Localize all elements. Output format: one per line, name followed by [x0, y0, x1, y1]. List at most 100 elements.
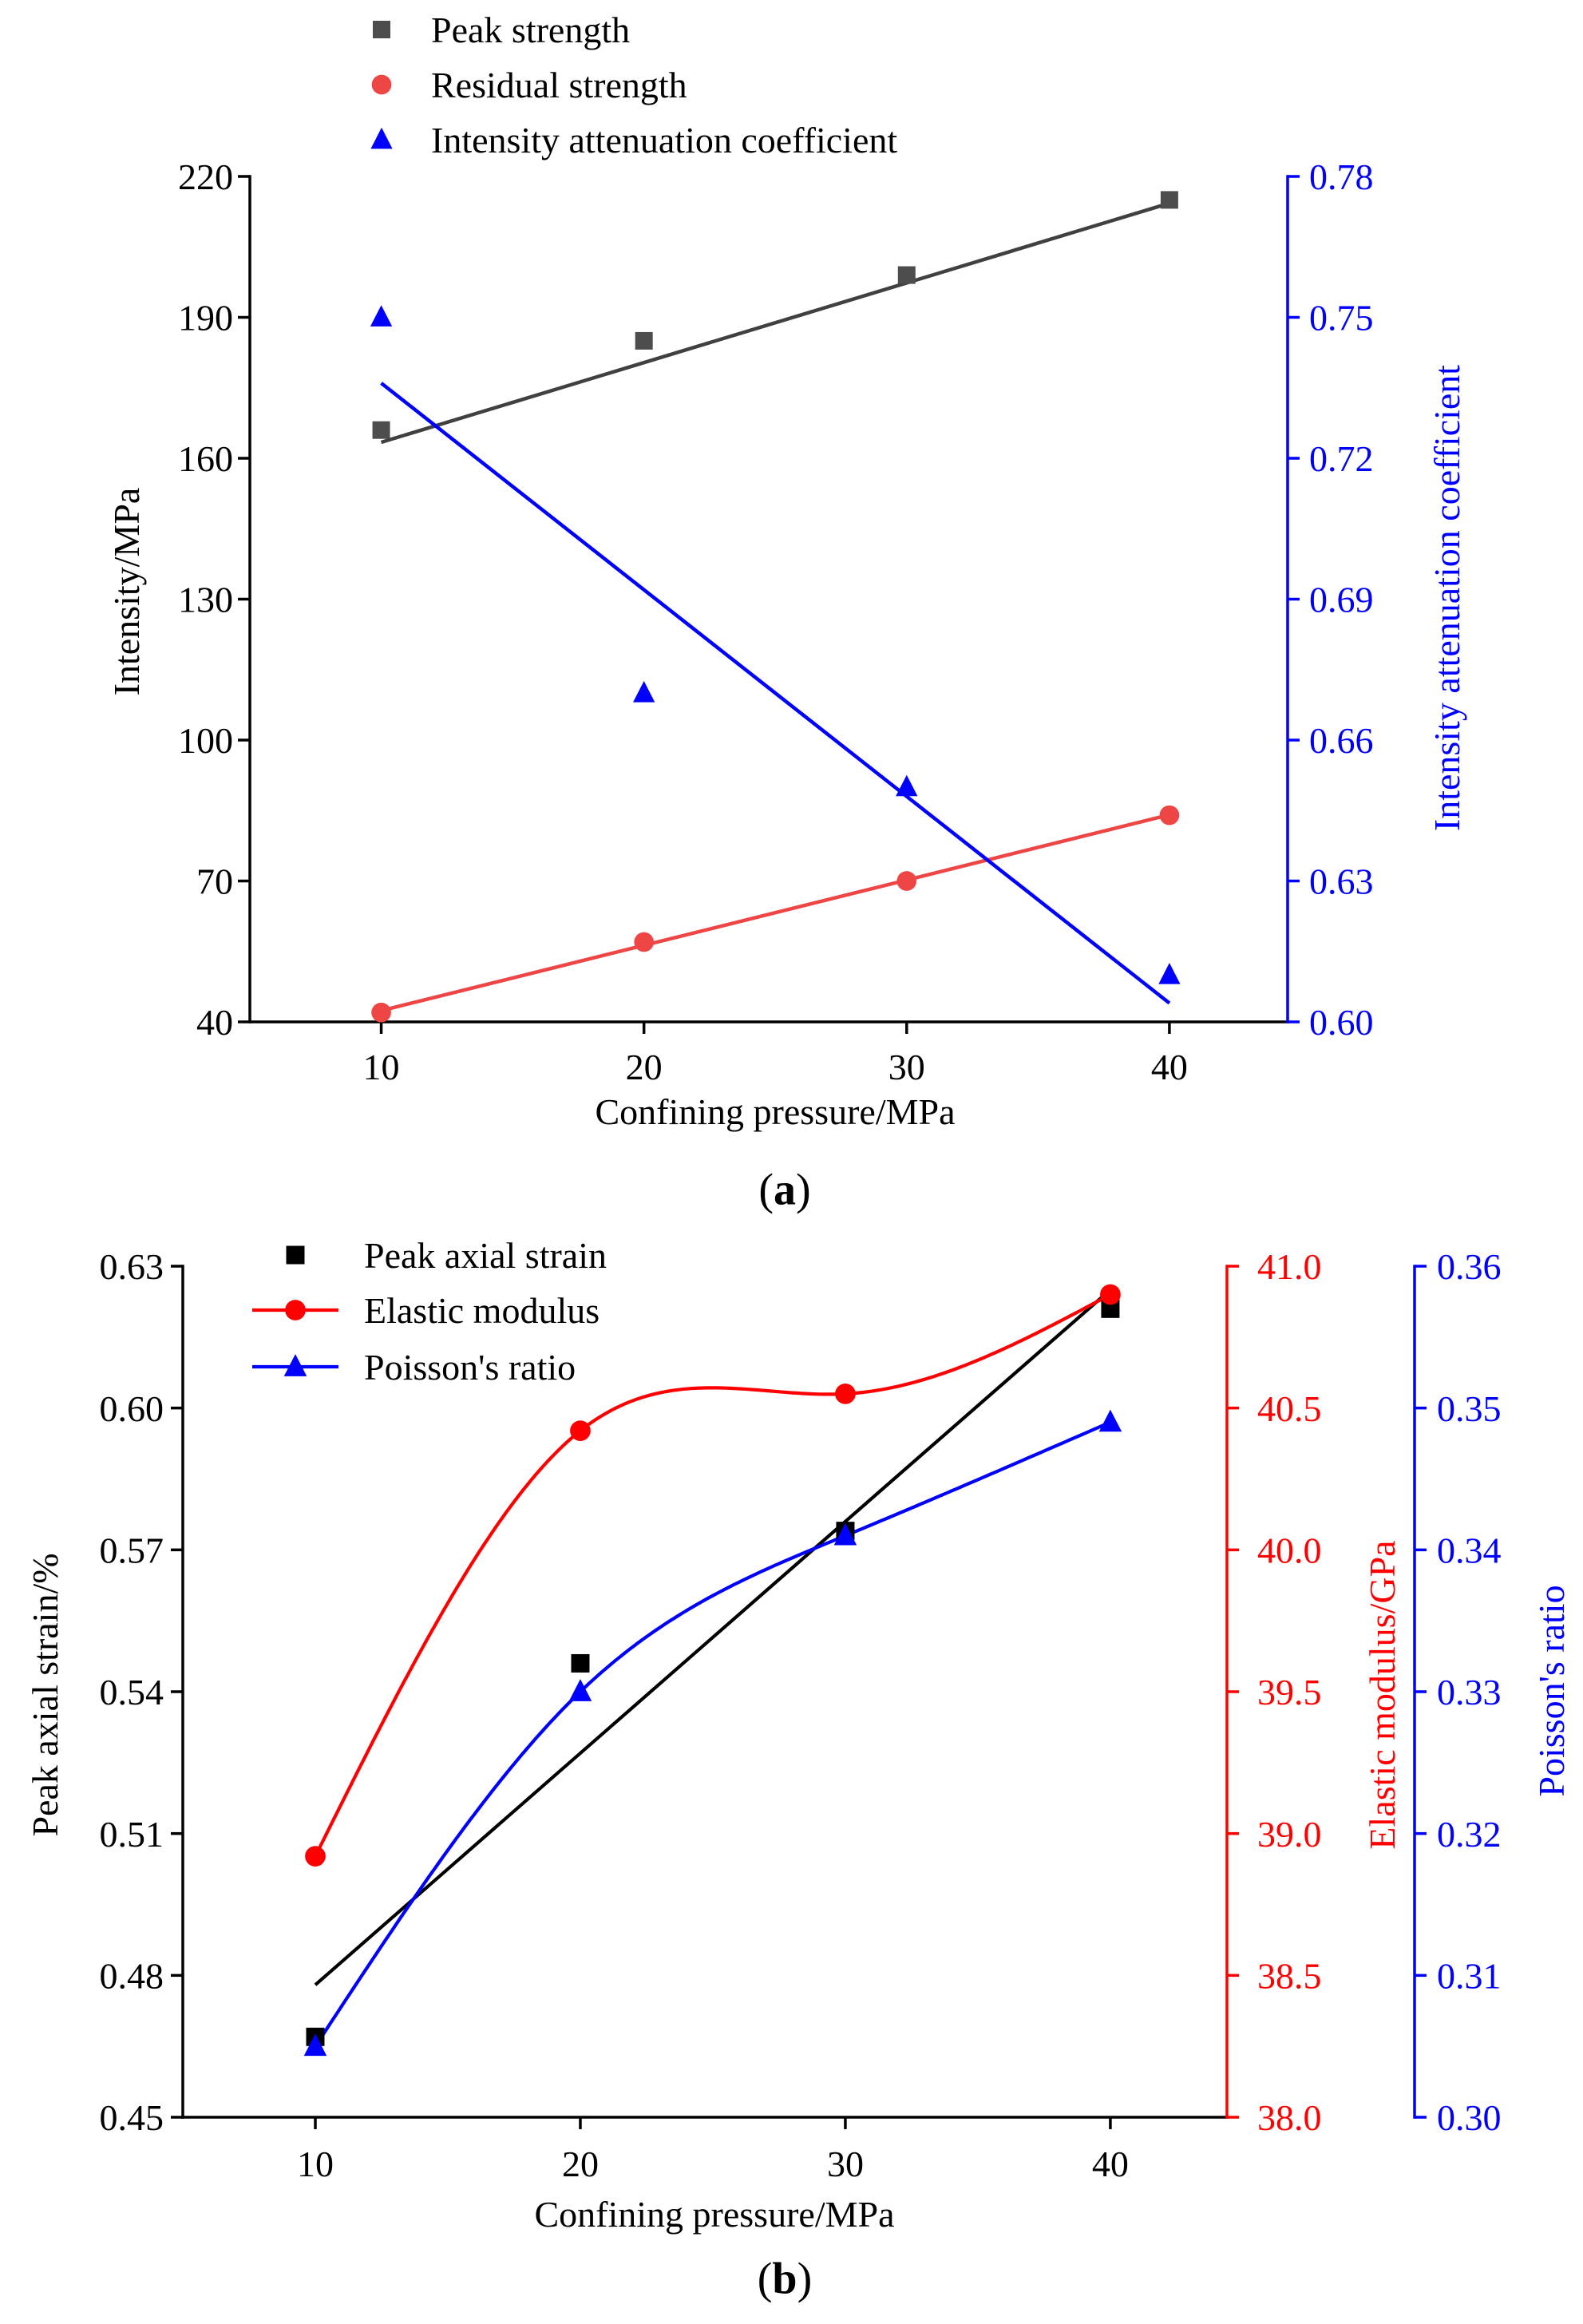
poisson-s-ratio-legend-marker	[283, 1354, 307, 1376]
outer-right-y-tick-label: 0.30	[1437, 2097, 1502, 2138]
right-y-tick-label: 39.0	[1257, 1814, 1322, 1855]
legend-label-elastic-modulus: Elastic modulus	[364, 1290, 600, 1331]
chart-b-lines	[314, 1289, 1112, 2048]
intensity-attenuation-coefficient-point	[633, 681, 655, 703]
panel-letter: a	[774, 1166, 796, 1215]
residual-strength-fit-line	[381, 813, 1170, 1013]
elastic-modulus-point	[305, 1846, 326, 1867]
panel-label-a: (a)	[758, 1166, 810, 1215]
right-y-tick-label: 0.66	[1309, 720, 1374, 761]
right-y-tick-label: 0.60	[1309, 1002, 1374, 1043]
left-y-tick-label: 0.57	[100, 1530, 164, 1570]
chart-b-points	[303, 1284, 1122, 2057]
residual-strength-point	[1159, 805, 1180, 825]
left-y-tick-label: 0.48	[100, 1955, 164, 1996]
left-y-tick-label: 160	[178, 438, 233, 479]
legend-label-residual-strength: Residual strength	[431, 65, 687, 105]
chart-a-legend: Peak strength Residual strength Intensit…	[370, 10, 897, 160]
outer-right-y-tick-label: 0.33	[1437, 1672, 1502, 1712]
left-y-axis-title: Peak axial strain/%	[25, 1553, 65, 1836]
panel-parenthesis: (	[758, 1166, 774, 1215]
x-axis-title: Confining pressure/MPa	[534, 2194, 894, 2235]
elastic-modulus-curve	[314, 1293, 1111, 1858]
panel-parenthesis: )	[797, 2255, 813, 2304]
elastic-modulus-legend-marker	[285, 1300, 306, 1320]
panel-letter: b	[772, 2255, 797, 2304]
x-tick-label: 10	[297, 2144, 334, 2184]
right-y-tick-label: 39.5	[1257, 1672, 1322, 1712]
x-tick-label: 20	[626, 1047, 663, 1087]
left-y-tick-label: 0.45	[100, 2097, 164, 2138]
legend-label-peak-strength: Peak strength	[431, 10, 630, 50]
elastic-modulus-point	[570, 1420, 591, 1441]
right-y-tick-label: 0.63	[1309, 861, 1374, 902]
right-y-tick-label: 40.5	[1257, 1388, 1322, 1429]
intensity-attenuation-coefficient-legend-marker	[370, 127, 393, 149]
peak-axial-strain-legend-marker	[286, 1245, 305, 1265]
outer-right-y-axis-title: Poisson's ratio	[1531, 1585, 1572, 1796]
peak-strength-fit-line	[380, 201, 1170, 445]
chart-b-axes: 10 20 30 40 0.45 0.48 0.51 0.54 0.57 0.60 0.63 38.0…	[100, 1246, 1502, 2184]
left-y-tick-label: 220	[178, 156, 233, 197]
peak-strength-point	[897, 266, 916, 284]
panel-parenthesis: (	[758, 2255, 773, 2304]
left-y-axis-title: Intensity/MPa	[106, 488, 147, 696]
legend-label-peak-axial-strain: Peak axial strain	[364, 1235, 607, 1276]
x-tick-label: 30	[888, 1047, 925, 1087]
right-y-tick-label: 0.78	[1309, 156, 1374, 197]
right-y-tick-label: 0.69	[1309, 580, 1374, 620]
peak-strength-legend-marker	[373, 21, 390, 38]
left-y-tick-label: 40	[196, 1002, 233, 1043]
peak-axial-strain-fit-line	[314, 1289, 1112, 1986]
left-y-tick-label: 0.51	[100, 1814, 164, 1855]
right-y-tick-label: 0.72	[1309, 438, 1374, 479]
chart-b: 10 20 30 40 0.45 0.48 0.51 0.54 0.57 0.60 0.63 38.0…	[25, 1235, 1572, 2304]
elastic-modulus-point	[1100, 1284, 1121, 1305]
chart-a-axes: 10 20 30 40 40 70 100 130 160 190 220 0.60 0.63 0.66 0…	[178, 156, 1374, 1087]
intensity-attenuation-coefficient-point	[370, 305, 393, 327]
x-tick-label: 30	[827, 2144, 864, 2184]
panel-parenthesis: )	[796, 1166, 811, 1215]
legend-label-intensity-attenuation-coefficient: Intensity attenuation coefficient	[431, 120, 897, 160]
left-y-tick-label: 0.54	[100, 1672, 164, 1712]
intensity-attenuation-coefficient-fit-line	[380, 382, 1171, 1005]
right-y-tick-label: 0.75	[1309, 298, 1374, 339]
right-y-axis-title: Elastic modulus/GPa	[1362, 1540, 1403, 1849]
x-tick-label: 40	[1151, 1047, 1188, 1087]
left-y-tick-label: 70	[196, 861, 233, 902]
left-y-tick-label: 130	[178, 580, 233, 620]
right-y-tick-label: 38.5	[1257, 1955, 1322, 1996]
poisson-s-ratio-curve	[314, 1420, 1111, 2048]
intensity-attenuation-coefficient-point	[1158, 963, 1181, 984]
peak-axial-strain-point	[1101, 1299, 1120, 1318]
residual-strength-point	[634, 932, 654, 952]
chart-b-legend-markers	[252, 1245, 338, 1376]
residual-strength-point	[371, 1002, 391, 1023]
legend-label-poissons-ratio: Poisson's ratio	[364, 1347, 576, 1388]
chart-b-legend: Peak axial strain Elastic modulus Poisso…	[252, 1235, 607, 1388]
left-y-tick-label: 0.60	[100, 1388, 164, 1429]
poisson-s-ratio-point	[303, 2033, 327, 2057]
outer-right-y-tick-label: 0.34	[1437, 1530, 1502, 1570]
left-y-tick-label: 0.63	[100, 1246, 164, 1287]
left-y-tick-label: 190	[178, 298, 233, 339]
elastic-modulus-point	[835, 1384, 856, 1404]
x-tick-label: 40	[1092, 2144, 1129, 2184]
right-y-tick-label: 38.0	[1257, 2097, 1322, 2138]
residual-strength-legend-marker	[371, 74, 392, 95]
outer-right-y-tick-label: 0.31	[1437, 1955, 1502, 1996]
x-tick-label: 20	[562, 2144, 599, 2184]
chart-a: 10 20 30 40 40 70 100 130 160 190 220 0.60 0.63 0.66 0…	[106, 10, 1467, 1215]
peak-strength-point	[635, 331, 653, 350]
x-tick-label: 10	[363, 1047, 400, 1087]
panel-label-b: (b)	[758, 2255, 812, 2304]
chart-a-lines	[380, 201, 1171, 1013]
left-y-tick-label: 100	[178, 720, 233, 761]
chart-a-points	[370, 191, 1181, 1023]
outer-right-y-tick-label: 0.36	[1437, 1246, 1502, 1287]
peak-strength-point	[1160, 191, 1178, 209]
intensity-attenuation-coefficient-point	[896, 774, 918, 797]
poisson-s-ratio-point	[568, 1679, 592, 1701]
